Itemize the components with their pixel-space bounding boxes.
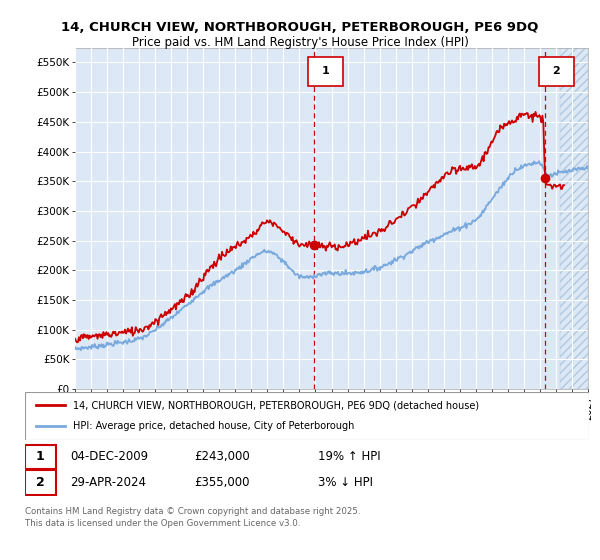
Text: 14, CHURCH VIEW, NORTHBOROUGH, PETERBOROUGH, PE6 9DQ (detached house): 14, CHURCH VIEW, NORTHBOROUGH, PETERBORO…	[73, 400, 479, 410]
Text: 14, CHURCH VIEW, NORTHBOROUGH, PETERBOROUGH, PE6 9DQ: 14, CHURCH VIEW, NORTHBOROUGH, PETERBORO…	[61, 21, 539, 34]
Text: 19% ↑ HPI: 19% ↑ HPI	[319, 450, 381, 463]
Text: Contains HM Land Registry data © Crown copyright and database right 2025.
This d: Contains HM Land Registry data © Crown c…	[25, 507, 361, 528]
Text: 3% ↓ HPI: 3% ↓ HPI	[319, 476, 373, 489]
Text: 29-APR-2024: 29-APR-2024	[70, 476, 146, 489]
FancyBboxPatch shape	[25, 392, 589, 440]
Text: HPI: Average price, detached house, City of Peterborough: HPI: Average price, detached house, City…	[73, 421, 355, 431]
Text: 1: 1	[322, 67, 329, 76]
FancyBboxPatch shape	[308, 57, 343, 86]
Text: 1: 1	[36, 450, 45, 463]
Text: 2: 2	[553, 67, 560, 76]
FancyBboxPatch shape	[25, 445, 56, 469]
Text: £355,000: £355,000	[194, 476, 250, 489]
FancyBboxPatch shape	[539, 57, 574, 86]
FancyBboxPatch shape	[25, 470, 56, 494]
Text: 2: 2	[36, 476, 45, 489]
Text: £243,000: £243,000	[194, 450, 250, 463]
Text: 04-DEC-2009: 04-DEC-2009	[70, 450, 148, 463]
Text: Price paid vs. HM Land Registry's House Price Index (HPI): Price paid vs. HM Land Registry's House …	[131, 36, 469, 49]
